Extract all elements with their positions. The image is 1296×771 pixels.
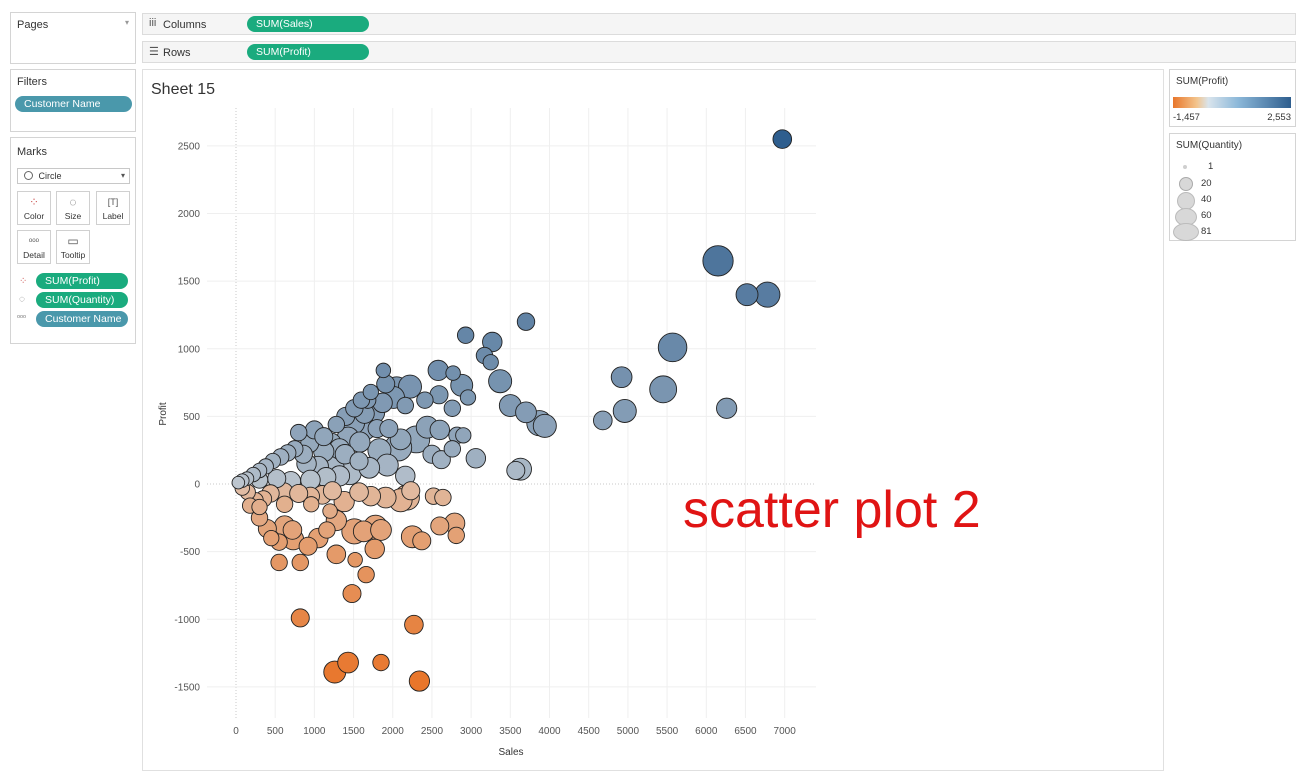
size-button[interactable]: ◌ Size bbox=[56, 191, 90, 225]
rows-icon: ☰ bbox=[149, 46, 159, 58]
color-button-label: Color bbox=[23, 211, 45, 221]
filter-pill-customer-name[interactable]: Customer Name bbox=[15, 96, 132, 112]
annotation-text: scatter plot 2 bbox=[683, 481, 981, 539]
color-legend-title: SUM(Profit) bbox=[1176, 76, 1229, 87]
color-button[interactable]: ⁘ Color bbox=[17, 191, 51, 225]
tooltip-button[interactable]: ▭ Tooltip bbox=[56, 230, 90, 264]
filters-title: Filters bbox=[17, 76, 47, 88]
sheet-title: Sheet 15 bbox=[151, 81, 216, 98]
size-legend: SUM(Quantity) 1 20 40 60 81 bbox=[1169, 133, 1296, 241]
marks-pill-sum-quantity[interactable]: SUM(Quantity) bbox=[36, 292, 128, 308]
size-legend-label-40: 40 bbox=[1201, 194, 1212, 205]
pages-panel: Pages ▾ bbox=[10, 12, 136, 64]
columns-label: Columns bbox=[163, 19, 207, 31]
rows-pill-sum-profit[interactable]: SUM(Profit) bbox=[247, 44, 369, 60]
label-button[interactable]: [T] Label bbox=[96, 191, 130, 225]
size-legend-circle-1 bbox=[1183, 165, 1187, 169]
marks-pill-sum-profit[interactable]: SUM(Profit) bbox=[36, 273, 128, 289]
mark-type-dropdown[interactable]: Circle ▾ bbox=[17, 168, 130, 184]
color-dots-icon: ⁘ bbox=[28, 195, 40, 209]
detail-icon: ᵒᵒᵒ bbox=[28, 236, 40, 246]
color-legend-min: -1,457 bbox=[1173, 112, 1200, 123]
tooltip-button-label: Tooltip bbox=[60, 250, 86, 260]
marks-pill-customer-name[interactable]: Customer Name bbox=[36, 311, 128, 327]
columns-icon: iii bbox=[149, 17, 157, 29]
tooltip-icon: ▭ bbox=[67, 234, 79, 248]
size-legend-label-81: 81 bbox=[1201, 226, 1212, 237]
size-icon: ◌ bbox=[69, 195, 77, 209]
size-legend-label-20: 20 bbox=[1201, 178, 1212, 189]
pages-dropdown-icon[interactable]: ▾ bbox=[124, 18, 129, 27]
chevron-down-icon: ▾ bbox=[120, 171, 125, 180]
label-button-label: Label bbox=[102, 211, 124, 221]
size-legend-circle-20 bbox=[1179, 177, 1193, 191]
rows-shelf[interactable]: ☰ Rows SUM(Profit) bbox=[142, 41, 1296, 63]
size-legend-title: SUM(Quantity) bbox=[1176, 140, 1243, 151]
columns-pill-sum-sales[interactable]: SUM(Sales) bbox=[247, 16, 369, 32]
color-field-icon: ⁘ bbox=[19, 276, 28, 287]
size-legend-label-1: 1 bbox=[1208, 161, 1214, 172]
marks-title: Marks bbox=[17, 146, 47, 158]
detail-button-label: Detail bbox=[23, 250, 45, 260]
columns-shelf[interactable]: iii Columns SUM(Sales) bbox=[142, 13, 1296, 35]
size-legend-circle-81 bbox=[1173, 223, 1199, 241]
detail-button[interactable]: ᵒᵒᵒ Detail bbox=[17, 230, 51, 264]
color-legend: SUM(Profit) -1,457 2,553 bbox=[1169, 69, 1296, 127]
size-legend-label-60: 60 bbox=[1201, 210, 1212, 221]
size-button-label: Size bbox=[64, 211, 82, 221]
color-legend-max: 2,553 bbox=[1267, 112, 1291, 123]
color-legend-gradient bbox=[1173, 97, 1291, 108]
marks-panel: Marks Circle ▾ ⁘ Color ◌ Size [T] Label … bbox=[10, 137, 136, 344]
label-icon: [T] bbox=[107, 197, 119, 207]
sheet-area: Sheet 15 bbox=[142, 69, 1164, 771]
pages-title: Pages bbox=[17, 19, 49, 31]
detail-field-icon: ᵒᵒᵒ bbox=[17, 313, 27, 322]
size-field-icon: ◌ bbox=[19, 294, 25, 305]
rows-label: Rows bbox=[163, 47, 191, 59]
circle-icon bbox=[24, 171, 33, 180]
mark-type-label: Circle bbox=[38, 171, 62, 181]
filters-panel: Filters Customer Name bbox=[10, 69, 136, 132]
